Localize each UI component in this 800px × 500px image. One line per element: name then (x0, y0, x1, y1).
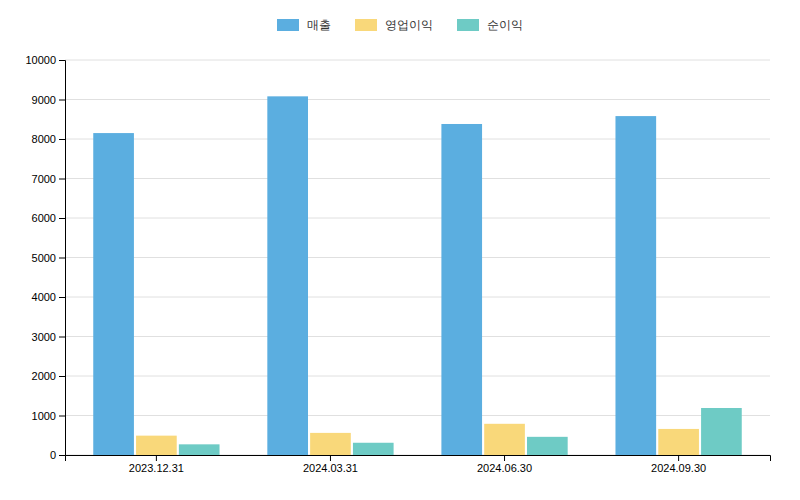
bar-series (179, 408, 742, 455)
bars (93, 96, 741, 455)
legend-label: 순이익 (487, 18, 523, 32)
grid-line (65, 218, 770, 219)
grid-line (65, 336, 770, 337)
y-tick-label: 3000 (32, 331, 56, 343)
legend-item: 순이익 (457, 18, 523, 32)
legend-label: 영업이익 (385, 18, 433, 32)
grid-line (65, 257, 770, 258)
y-tick-mark (59, 60, 65, 61)
legend-label: 매출 (307, 18, 331, 32)
bar (267, 96, 308, 455)
y-tick-mark (59, 416, 65, 417)
y-tick-mark (59, 179, 65, 180)
x-axis: 2023.12.31 2024.03.31 2024.06.30 2024.09.30 (66, 455, 771, 474)
bar (179, 444, 220, 455)
y-tick-label: 8000 (32, 133, 56, 145)
bar (93, 133, 134, 455)
bar (701, 408, 742, 455)
x-tick-mark (504, 455, 505, 461)
y-tick-label: 2000 (32, 370, 56, 382)
legend-item: 영업이익 (355, 18, 433, 32)
bar (136, 436, 177, 455)
bar (310, 433, 351, 455)
legend: 매출 영업이익 순이익 (277, 18, 523, 32)
x-axis-line (66, 456, 771, 462)
y-tick-label: 10000 (25, 54, 56, 66)
y-tick-label: 4000 (32, 291, 56, 303)
bar (484, 424, 525, 455)
x-tick-label: 2023.12.31 (129, 462, 184, 474)
x-tick-label: 2024.06.30 (477, 462, 532, 474)
y-tick: 3000 (32, 331, 65, 343)
grid (65, 60, 770, 455)
bar (441, 124, 482, 455)
grid-line (65, 99, 770, 100)
y-tick-label: 9000 (32, 94, 56, 106)
y-tick: 4000 (32, 291, 65, 303)
y-tick-mark (59, 455, 65, 456)
y-tick: 5000 (32, 252, 65, 264)
bar-series (136, 424, 699, 455)
y-axis-line (59, 61, 66, 456)
x-tick: 2024.03.31 (303, 455, 358, 474)
y-tick-label: 1000 (32, 410, 56, 422)
legend-swatch (457, 19, 479, 31)
x-tick-label: 2024.09.30 (651, 462, 706, 474)
grid-line (65, 178, 770, 179)
y-tick-label: 0 (50, 449, 56, 461)
grid-line (65, 297, 770, 298)
y-tick: 0 (50, 449, 65, 461)
x-tick-mark (330, 455, 331, 461)
bar (615, 116, 656, 455)
x-tick-label: 2024.03.31 (303, 462, 358, 474)
y-tick: 9000 (32, 94, 65, 106)
y-tick-mark (59, 258, 65, 259)
legend-swatch (355, 19, 377, 31)
y-tick-label: 6000 (32, 212, 56, 224)
bar-series (93, 96, 656, 455)
bar (353, 443, 394, 455)
x-tick: 2024.09.30 (651, 455, 706, 474)
chart: 0 1000 2000 3000 4000 5000 6000 7000 8000 9000 100… (0, 0, 800, 500)
y-tick-mark (59, 297, 65, 298)
y-tick: 10000 (25, 54, 65, 66)
x-tick: 2023.12.31 (129, 455, 184, 474)
bar (658, 429, 699, 455)
x-tick-mark (678, 455, 679, 461)
y-tick-mark (59, 139, 65, 140)
y-axis: 0 1000 2000 3000 4000 5000 6000 7000 8000 9000 100… (25, 54, 65, 461)
y-tick: 6000 (32, 212, 65, 224)
grid-line (65, 139, 770, 140)
grid-line (65, 60, 770, 61)
y-tick: 1000 (32, 410, 65, 422)
legend-swatch (277, 19, 299, 31)
y-tick: 2000 (32, 370, 65, 382)
plot-area: 0 1000 2000 3000 4000 5000 6000 7000 8000 9000 100… (25, 54, 770, 474)
x-tick: 2024.06.30 (477, 455, 532, 474)
bar (527, 437, 568, 455)
y-tick-mark (59, 218, 65, 219)
y-tick-mark (59, 100, 65, 101)
y-tick-label: 5000 (32, 252, 56, 264)
grid-line (65, 376, 770, 377)
x-tick-mark (156, 455, 157, 461)
y-tick: 7000 (32, 173, 65, 185)
grid-line (65, 415, 770, 416)
legend-item: 매출 (277, 18, 331, 32)
y-tick-mark (59, 337, 65, 338)
y-tick-label: 7000 (32, 173, 56, 185)
y-tick-mark (59, 376, 65, 377)
y-tick: 8000 (32, 133, 65, 145)
